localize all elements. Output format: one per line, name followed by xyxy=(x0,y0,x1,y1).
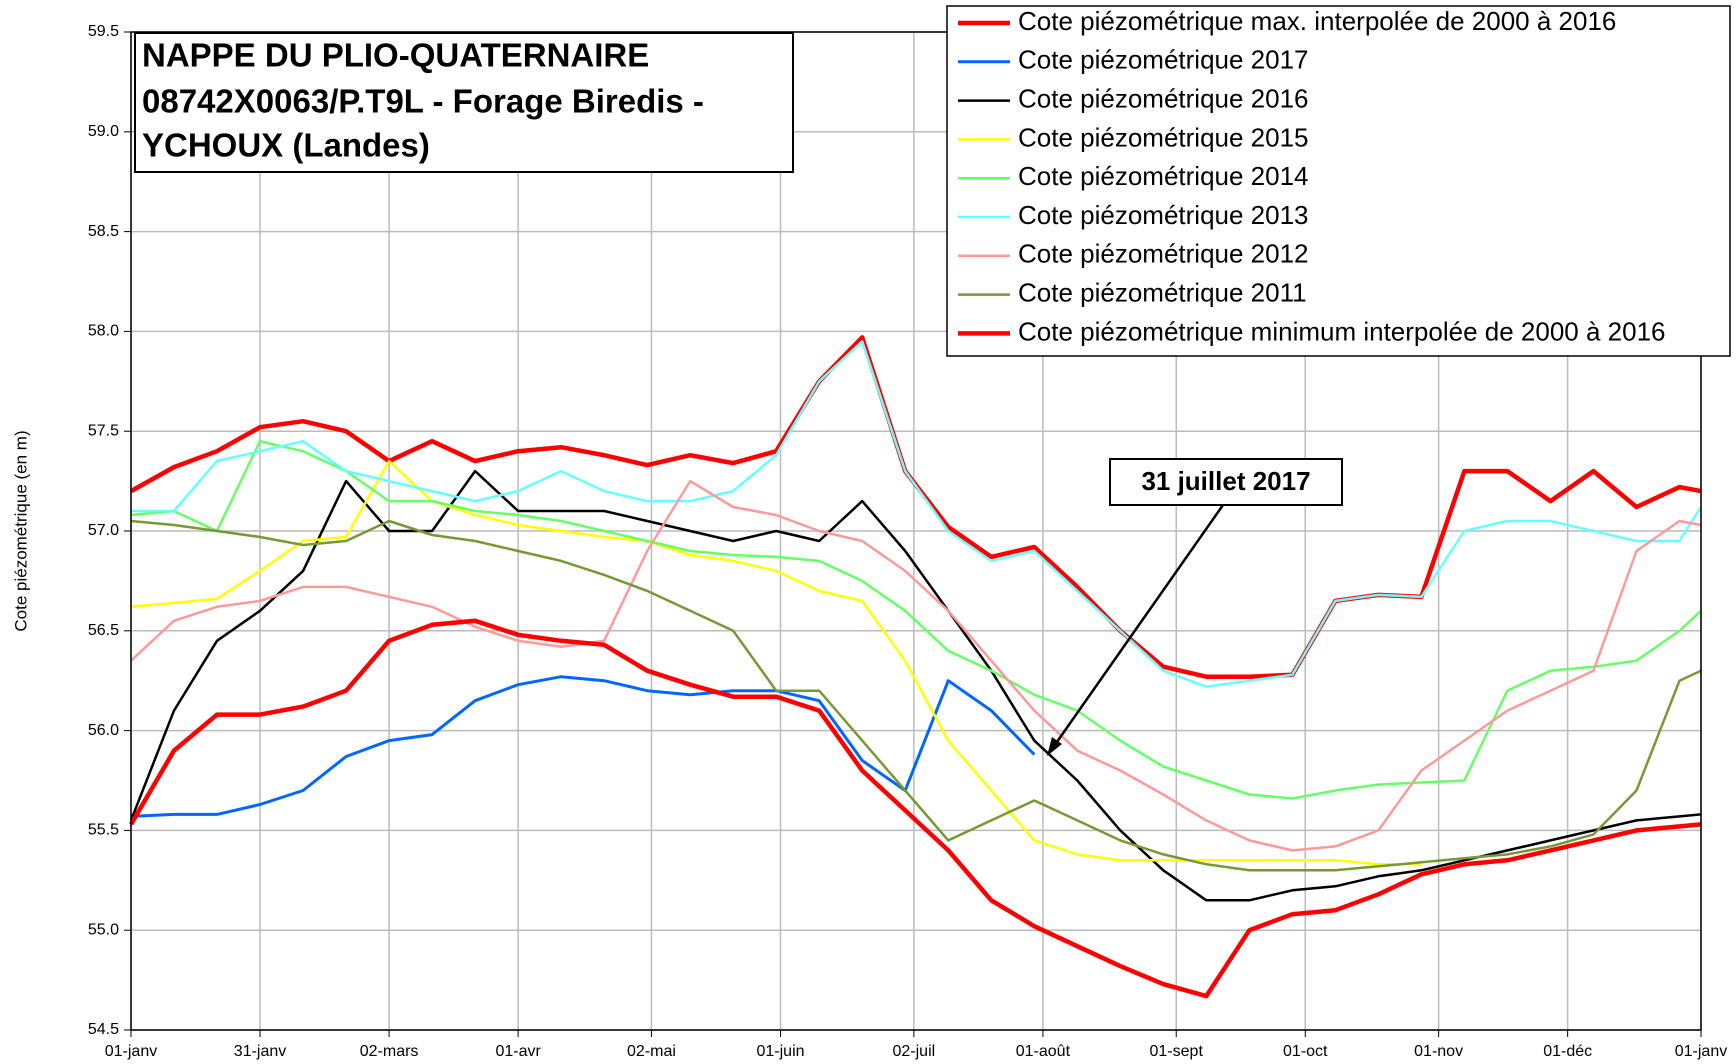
y-tick-label: 57.0 xyxy=(88,522,119,539)
legend-label: Cote piézométrique 2014 xyxy=(1018,161,1309,191)
x-tick-label: 01-janv xyxy=(1675,1043,1727,1060)
y-tick-label: 56.5 xyxy=(88,622,119,639)
y-tick-label: 58.5 xyxy=(88,223,119,240)
legend-label: Cote piézométrique max. interpolée de 20… xyxy=(1018,6,1616,36)
x-tick-label: 02-mars xyxy=(360,1043,419,1060)
legend-label: Cote piézométrique minimum interpolée de… xyxy=(1018,316,1666,346)
series-line xyxy=(131,340,1703,688)
x-tick-label: 01-sept xyxy=(1150,1043,1204,1060)
legend-label: Cote piézométrique 2017 xyxy=(1018,45,1309,75)
x-tick-label: 01-janv xyxy=(105,1043,157,1060)
legend-label: Cote piézométrique 2015 xyxy=(1018,122,1309,152)
series-line xyxy=(130,439,1702,800)
legend-label: Cote piézométrique 2013 xyxy=(1018,200,1309,230)
y-tick-label: 59.5 xyxy=(88,23,119,40)
lines xyxy=(129,335,1703,999)
x-tick-label: 01-nov xyxy=(1414,1043,1463,1060)
y-tick-label: 59.0 xyxy=(88,123,119,140)
series-line xyxy=(130,459,1422,866)
series-line xyxy=(129,469,1702,902)
title-box xyxy=(134,32,794,173)
series-line xyxy=(130,675,1036,818)
legend-label: Cote piézométrique 2012 xyxy=(1018,239,1309,269)
y-tick-label: 58.0 xyxy=(88,323,119,340)
chart-title: NAPPE DU PLIO-QUATERNAIRE xyxy=(142,37,649,74)
y-axis-label: Cote piézométrique (en m) xyxy=(11,430,30,631)
y-tick-label: 55.5 xyxy=(88,822,119,839)
series-line xyxy=(130,519,1702,872)
series-line xyxy=(129,618,1702,999)
annotation-arrow xyxy=(1050,504,1225,750)
x-tick-label: 01-juin xyxy=(756,1043,804,1060)
x-tick-label: 01-oct xyxy=(1283,1043,1328,1060)
x-tick-label: 01-août xyxy=(1016,1043,1071,1060)
x-tick-label: 01-déc xyxy=(1543,1043,1592,1060)
legend: Cote piézométrique max. interpolée de 20… xyxy=(946,5,1731,357)
y-tick-label: 55.0 xyxy=(88,921,119,938)
chart-title: 08742X0063/P.T9L - Forage Biredis - xyxy=(142,83,704,120)
y-tick-label: 56.0 xyxy=(88,722,119,739)
x-tick-label: 01-avr xyxy=(495,1043,541,1060)
x-tick-label: 02-juil xyxy=(893,1043,936,1060)
annotation-box xyxy=(1109,458,1343,506)
y-tick-label: 54.5 xyxy=(88,1021,119,1038)
plot-frame xyxy=(130,31,1702,1031)
legend-label: Cote piézométrique 2016 xyxy=(1018,83,1309,113)
arrow-head xyxy=(1047,737,1062,756)
x-tick-label: 02-mai xyxy=(627,1043,676,1060)
x-tick-label: 31-janv xyxy=(234,1043,286,1060)
series-line xyxy=(129,335,1702,679)
chart-title: YCHOUX (Landes) xyxy=(142,127,430,164)
series-line xyxy=(130,479,1702,852)
legend-box xyxy=(946,5,1731,357)
y-tick-label: 57.5 xyxy=(88,422,119,439)
annotation: 31 juillet 2017 xyxy=(1141,466,1310,496)
legend-label: Cote piézométrique 2011 xyxy=(1018,277,1307,307)
